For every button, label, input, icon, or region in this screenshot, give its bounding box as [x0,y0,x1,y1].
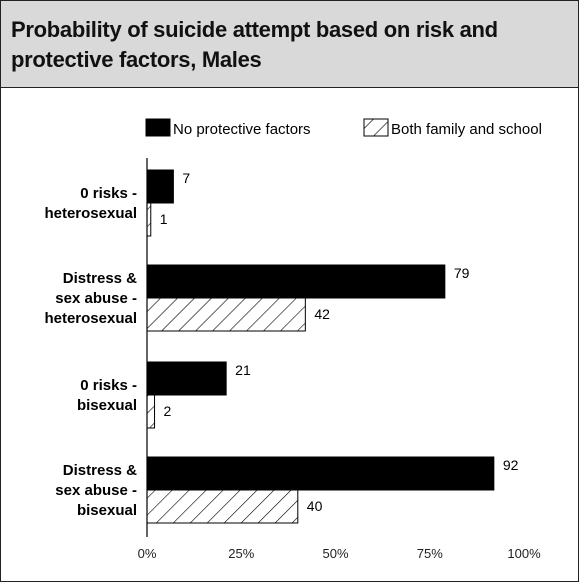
legend-label-2: Both family and school [391,121,542,138]
data-label-1-3: 21 [235,362,251,378]
data-label-1-2: 79 [454,265,470,281]
legend-label-1: No protective factors [173,121,311,138]
x-tick-label-4: 75% [417,546,443,561]
x-tick-label-3: 50% [322,546,348,561]
category-label-2: Distress & sex abuse -heterosexual [44,270,137,327]
bar-no-protective-2 [146,264,446,299]
legend-swatch-1 [145,118,171,137]
legend-swatch-2 [363,118,389,137]
bars: 7 79 21 92 1 42 2 40 [146,169,519,524]
data-label-1-4: 92 [503,457,519,473]
bar-family-school-3 [146,394,156,429]
data-label-2-2: 42 [314,306,330,322]
chart-title: Probability of suicide attempt based on … [11,17,498,72]
legend: No protective factors Both family and sch… [145,118,542,138]
category-labels: 0 risks -heterosexual Distress & sex abuse… [44,185,137,519]
category-label-3: 0 risks -bisexual [77,377,137,414]
bar-family-school-4 [146,489,299,524]
data-label-2-4: 40 [307,498,323,514]
bar-no-protective-1 [146,169,174,204]
chart-header: Probability of suicide attempt based on … [1,1,578,88]
category-label-1: 0 risks -heterosexual [44,185,137,222]
x-tick-label-1: 0% [138,546,157,561]
data-label-2-3: 2 [164,403,172,419]
data-label-2-1: 1 [160,211,168,227]
category-label-4: Distress & sex abuse -bisexual [55,462,137,519]
x-tick-label-5: 100% [507,546,541,561]
data-label-1-1: 7 [182,170,190,186]
bar-no-protective-3 [146,361,227,396]
x-axis: 0% 25% 50% 75% 100% [138,158,541,561]
x-tick-label-2: 25% [228,546,254,561]
bar-no-protective-4 [146,456,495,491]
bar-family-school-2 [146,297,306,332]
